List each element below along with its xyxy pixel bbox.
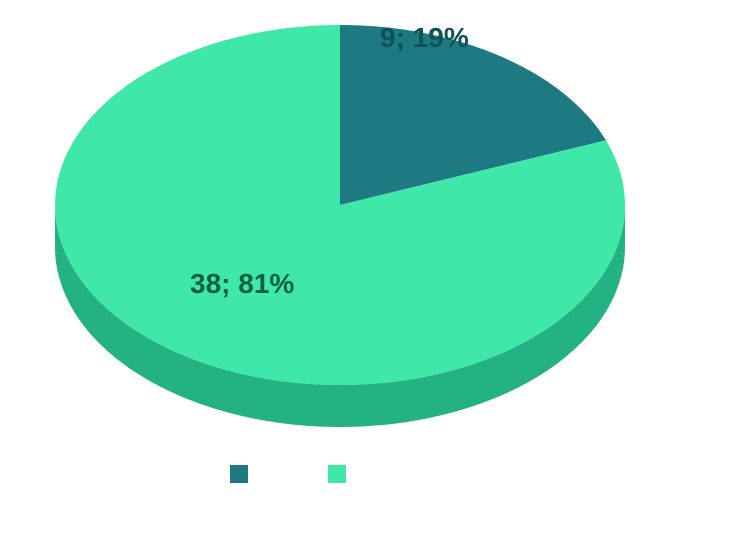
slice-label-0: 9; 19% (380, 22, 469, 54)
legend (230, 465, 346, 483)
legend-swatch-0 (230, 465, 248, 483)
legend-item-1 (328, 465, 346, 483)
pie-chart: 9; 19% 38; 81% (0, 0, 755, 536)
pie-svg (0, 0, 755, 536)
legend-item-0 (230, 465, 248, 483)
slice-label-1: 38; 81% (190, 268, 294, 300)
legend-swatch-1 (328, 465, 346, 483)
